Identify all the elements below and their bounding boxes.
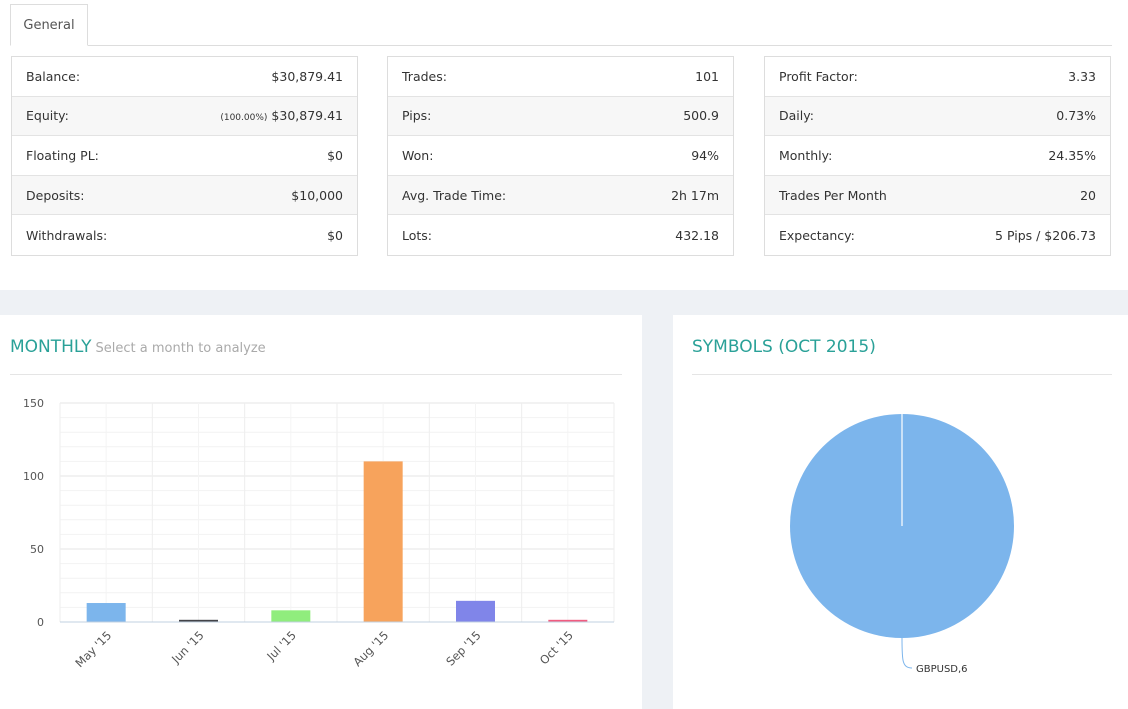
symbols-pie-chart[interactable]: GBPUSD,6 xyxy=(673,315,1128,709)
symbols-panel: SYMBOLS (OCT 2015) GBPUSD,6 xyxy=(673,315,1128,709)
monthly-bar-chart[interactable]: 0 50 100 150 May '15 Jun '15 Jul '15 Aug '15 Sep… xyxy=(0,315,642,709)
stat-row-withdrawals: Withdrawals: $0 xyxy=(12,215,357,255)
equity-percent: (100.00%) xyxy=(220,113,268,124)
stat-value: 500.9 xyxy=(683,108,719,124)
bar-may--15 xyxy=(86,603,126,622)
stat-label: Withdrawals: xyxy=(26,227,108,243)
stat-row-expectancy: Expectancy: 5 Pips / $206.73 xyxy=(765,215,1110,255)
stat-label: Profit Factor: xyxy=(779,68,858,84)
stat-label: Deposits: xyxy=(26,187,85,203)
stat-value: $0 xyxy=(327,227,343,243)
x-tick-label: Sep '15 xyxy=(443,628,483,668)
stat-label: Avg. Trade Time: xyxy=(402,187,507,203)
stat-row-daily: Daily: 0.73% xyxy=(765,96,1110,137)
y-tick-label: 50 xyxy=(30,543,44,556)
x-tick-label: Jul '15 xyxy=(263,628,299,664)
stat-row-trades: Trades: 101 xyxy=(388,57,733,97)
stat-row-balance: Balance: $30,879.41 xyxy=(12,57,357,97)
pie-connector xyxy=(901,637,913,669)
bar-jul--15 xyxy=(271,610,311,622)
stat-row-won: Won: 94% xyxy=(388,136,733,176)
monthly-title: MONTHLY Select a month to analyze xyxy=(10,337,266,357)
stat-label: Lots: xyxy=(402,227,433,243)
monthly-heading: MONTHLY xyxy=(10,337,92,357)
stat-value: $0 xyxy=(327,147,343,163)
tab-bar: General xyxy=(10,4,1112,46)
stat-value: 0.73% xyxy=(1056,108,1096,124)
stat-row-avg-trade-time: Avg. Trade Time: 2h 17m xyxy=(388,175,733,216)
stat-row-pips: Pips: 500.9 xyxy=(388,96,733,137)
y-tick-label: 0 xyxy=(37,616,44,629)
stat-value: 2h 17m xyxy=(671,187,719,203)
stat-row-monthly: Monthly: 24.35% xyxy=(765,136,1110,176)
stat-value: 3.33 xyxy=(1068,68,1096,84)
stat-row-deposits: Deposits: $10,000 xyxy=(12,175,357,216)
symbols-title: SYMBOLS (OCT 2015) xyxy=(692,337,876,357)
monthly-divider xyxy=(10,374,622,375)
stat-row-lots: Lots: 432.18 xyxy=(388,215,733,255)
stat-row-trades-per-month: Trades Per Month 20 xyxy=(765,175,1110,216)
tab-general[interactable]: General xyxy=(10,4,88,46)
stat-value: 101 xyxy=(695,68,719,84)
x-tick-label: Aug '15 xyxy=(350,628,391,669)
stat-value: 94% xyxy=(691,147,719,163)
stat-row-equity: Equity: (100.00%) $30,879.41 xyxy=(12,96,357,137)
stat-label: Pips: xyxy=(402,108,432,124)
stat-label: Trades: xyxy=(402,68,447,84)
x-tick-label: Oct '15 xyxy=(537,628,576,667)
stats-panel-performance: Profit Factor: 3.33 Daily: 0.73% Monthly: 2… xyxy=(764,56,1111,256)
pie-data-label: GBPUSD,6 xyxy=(916,664,968,675)
stat-label: Floating PL: xyxy=(26,147,99,163)
bar-oct--15 xyxy=(548,619,588,622)
bar-aug--15 xyxy=(363,461,403,622)
stat-value: 20 xyxy=(1080,187,1096,203)
stat-row-floating-pl: Floating PL: $0 xyxy=(12,136,357,176)
stat-label: Daily: xyxy=(779,108,814,124)
stat-value: $30,879.41 xyxy=(271,108,343,124)
stat-label: Monthly: xyxy=(779,147,833,163)
stat-row-profit-factor: Profit Factor: 3.33 xyxy=(765,57,1110,97)
y-tick-label: 150 xyxy=(23,397,44,410)
monthly-panel: MONTHLY Select a month to analyze 0 50 100 1… xyxy=(0,315,642,709)
x-tick-label: May '15 xyxy=(72,628,114,670)
bar-sep--15 xyxy=(456,600,495,622)
stat-value: 5 Pips / $206.73 xyxy=(995,227,1096,243)
stat-value: 432.18 xyxy=(675,227,719,243)
stat-label: Expectancy: xyxy=(779,227,855,243)
stat-label: Trades Per Month xyxy=(779,187,887,203)
stat-value: 24.35% xyxy=(1048,147,1096,163)
bar-jun--15 xyxy=(179,619,218,622)
y-tick-label: 100 xyxy=(23,470,44,483)
monthly-subtitle: Select a month to analyze xyxy=(95,341,266,356)
stat-label: Equity: xyxy=(26,108,69,124)
stat-value: $30,879.41 xyxy=(271,68,343,84)
symbols-divider xyxy=(692,374,1112,375)
stat-label: Balance: xyxy=(26,68,81,84)
stat-value: $10,000 xyxy=(291,187,343,203)
stats-panel-trades: Trades: 101 Pips: 500.9 Won: 94% Avg. Trade… xyxy=(387,56,734,256)
stats-panel-account: Balance: $30,879.41 Equity: (100.00%) $30,8… xyxy=(11,56,358,256)
stat-label: Won: xyxy=(402,147,434,163)
x-tick-label: Jun '15 xyxy=(168,628,206,666)
